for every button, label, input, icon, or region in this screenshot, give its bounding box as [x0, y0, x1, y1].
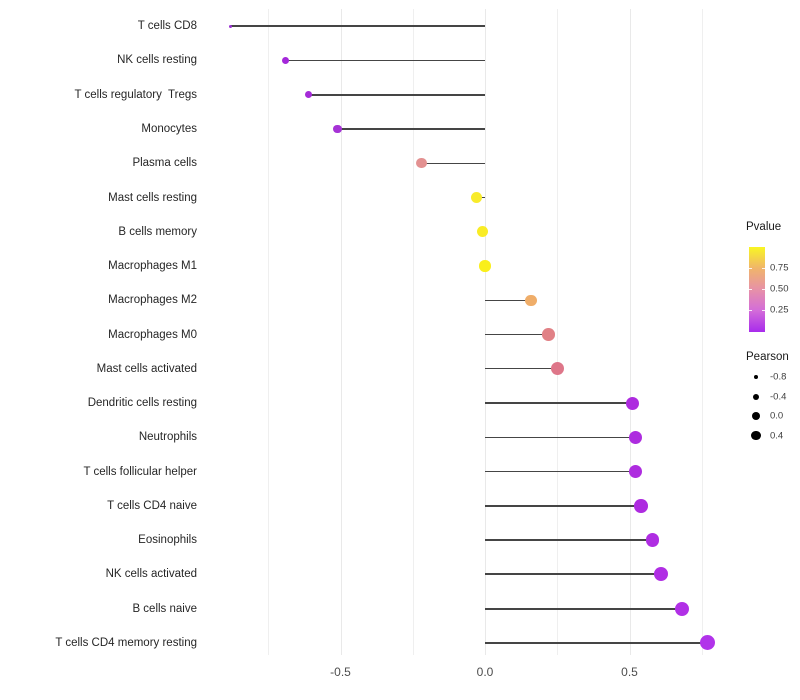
- gridline: [629, 9, 631, 655]
- data-point: [304, 90, 313, 99]
- category-label: T cells CD4 memory resting: [55, 636, 197, 649]
- data-point: [634, 499, 648, 513]
- gradient-tick: [762, 309, 765, 311]
- stem-line: [485, 539, 653, 541]
- stem-line: [485, 505, 642, 507]
- data-point: [550, 362, 564, 376]
- pvalue-tick-label: 0.50: [770, 283, 789, 295]
- gridline: [268, 9, 270, 655]
- stem-line: [308, 93, 485, 96]
- pvalue-tick-label: 0.75: [770, 262, 789, 274]
- category-label: B cells naive: [132, 602, 197, 615]
- data-point: [674, 601, 689, 616]
- gridline: [485, 9, 486, 655]
- pvalue-tick-label: 0.25: [770, 304, 789, 316]
- data-point: [470, 191, 483, 204]
- pearson-size-dot: [752, 412, 760, 420]
- data-point: [416, 157, 427, 169]
- category-label: Macrophages M0: [108, 328, 197, 341]
- category-label: Neutrophils: [138, 431, 197, 444]
- category-label: T cells regulatory Tregs: [74, 88, 197, 101]
- pearson-size-label: -0.8: [770, 371, 787, 383]
- data-point: [700, 635, 716, 651]
- category-label: NK cells resting: [117, 54, 197, 67]
- pearson-size-label: 0.4: [770, 430, 784, 441]
- category-label: Monocytes: [141, 122, 197, 135]
- pvalue-gradient-bar: [749, 247, 765, 332]
- stem-line: [421, 162, 485, 164]
- stem-line: [485, 402, 633, 404]
- gradient-tick: [762, 267, 765, 269]
- data-point: [479, 260, 491, 272]
- stem-line: [485, 333, 549, 336]
- category-label: Plasma cells: [132, 157, 197, 170]
- stem-line: [485, 470, 636, 473]
- x-tick-label: -0.5: [330, 665, 351, 679]
- category-label: T cells CD8: [137, 20, 197, 33]
- gradient-tick: [762, 288, 765, 290]
- pearson-legend-title: Pearson: [746, 351, 789, 363]
- stem-line: [485, 368, 558, 370]
- stem-line: [485, 436, 636, 439]
- gridline: [340, 9, 342, 655]
- category-label: Mast cells resting: [108, 191, 197, 204]
- category-label: NK cells activated: [105, 568, 197, 581]
- category-label: T cells CD4 naive: [107, 499, 197, 512]
- stem-line: [485, 573, 662, 576]
- data-point: [229, 24, 233, 28]
- data-point: [525, 294, 537, 307]
- stem-line: [485, 607, 682, 610]
- category-label: B cells memory: [118, 225, 197, 238]
- category-label: Macrophages M2: [108, 294, 197, 307]
- pvalue-legend-title: Pvalue: [746, 221, 782, 233]
- x-tick-label: 0.0: [476, 665, 494, 679]
- data-point: [625, 396, 639, 410]
- pearson-size-label: -0.4: [770, 391, 787, 402]
- gridline: [557, 9, 559, 655]
- data-point: [282, 56, 290, 64]
- category-label: Mast cells activated: [96, 362, 197, 375]
- gradient-tick: [749, 267, 752, 269]
- gridline: [701, 9, 703, 655]
- stem-line: [337, 128, 485, 130]
- data-point: [476, 226, 488, 238]
- data-point: [628, 465, 642, 479]
- data-point: [654, 567, 669, 582]
- stem-line: [285, 59, 485, 62]
- data-point: [645, 533, 660, 547]
- gridline: [412, 9, 414, 655]
- gradient-tick: [749, 309, 752, 311]
- gradient-tick: [749, 288, 752, 290]
- pearson-size-dot: [754, 375, 758, 379]
- category-label: Macrophages M1: [108, 260, 197, 273]
- data-point: [333, 124, 342, 134]
- data-point: [628, 430, 642, 444]
- stem-line: [485, 299, 532, 301]
- category-label: Dendritic cells resting: [87, 397, 197, 410]
- pearson-size-dot: [751, 430, 761, 441]
- stem-line: [230, 25, 485, 28]
- pearson-size-dot: [753, 393, 759, 400]
- data-point: [542, 328, 555, 341]
- stem-line: [485, 641, 708, 644]
- category-label: T cells follicular helper: [83, 465, 197, 478]
- pearson-size-label: 0.0: [770, 410, 784, 422]
- x-tick-label: 0.5: [621, 665, 638, 679]
- category-label: Eosinophils: [138, 534, 197, 547]
